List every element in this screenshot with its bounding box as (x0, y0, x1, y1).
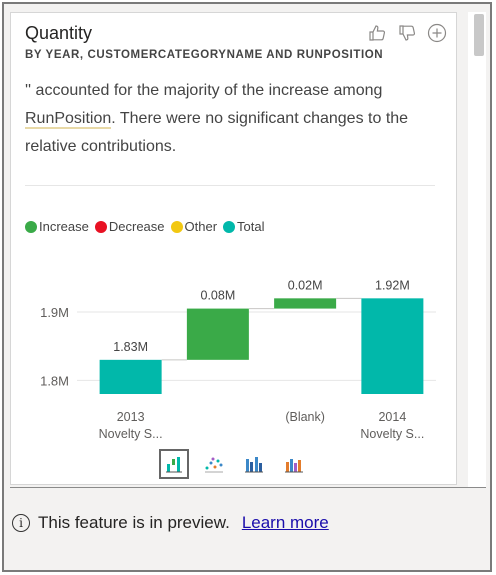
insight-text-field: RunPosition (25, 110, 112, 129)
chart-type-switcher (159, 449, 309, 479)
legend-item-decrease: Decrease (94, 219, 165, 234)
area-chart-icon[interactable] (279, 449, 309, 479)
legend-dot-other (170, 220, 183, 233)
waterfall-bar (274, 298, 337, 309)
info-icon: i (12, 514, 30, 532)
insight-text-part2: . There were no significant changes to t… (25, 110, 409, 155)
footer-divider (10, 487, 486, 488)
legend-item-total: Total (223, 219, 265, 234)
data-label: 0.02M (288, 278, 323, 292)
preview-message: This feature is in preview. (38, 513, 230, 532)
legend-dot-total (223, 220, 236, 233)
legend-label-decrease: Decrease (108, 219, 165, 234)
preview-footer: i This feature is in preview. Learn more (12, 513, 329, 533)
legend-dot-increase (25, 220, 37, 233)
card-subtitle: BY YEAR, CUSTOMERCATEGORYNAME AND RUNPOS… (25, 49, 384, 61)
scatter-chart-icon[interactable] (199, 449, 229, 479)
x-tick-label: Novelty S... (360, 427, 424, 441)
legend-label-other: Other (184, 219, 218, 234)
insight-text-part1: '' accounted for the majority of the inc… (25, 82, 383, 99)
scrollbar-track[interactable] (468, 12, 486, 487)
x-tick-label: 2014 (378, 410, 406, 424)
legend-item-increase: Increase (25, 219, 89, 234)
thumbs-up-icon[interactable] (366, 22, 388, 44)
waterfall-chart-icon[interactable] (159, 449, 189, 479)
x-tick-label: 2013 (117, 410, 145, 424)
waterfall-bar (186, 308, 249, 360)
data-label: 1.92M (375, 278, 410, 292)
plus-circle-icon[interactable] (426, 22, 448, 44)
legend-label-increase: Increase (39, 219, 89, 234)
waterfall-chart[interactable]: 1.8M 1.9M 1.83M 2013 Novelty S... 0.08M 0.02M (… (11, 251, 457, 441)
x-tick-label: (Blank) (285, 410, 325, 424)
x-tick-label: Novelty S... (99, 427, 163, 441)
chart-legend: Increase Decrease Other Total (25, 219, 265, 234)
data-label: 0.08M (201, 289, 236, 303)
column-chart-icon[interactable] (239, 449, 269, 479)
waterfall-bar (99, 359, 162, 394)
insight-text: '' accounted for the majority of the inc… (25, 77, 445, 161)
data-label: 1.83M (113, 340, 148, 354)
card-title: Quantity (25, 23, 93, 43)
y-tick-label: 1.8M (40, 373, 69, 388)
legend-dot-decrease (94, 220, 107, 233)
learn-more-link[interactable]: Learn more (241, 513, 329, 532)
insight-card: Quantity BY YEAR, CUSTOMERCATEGORYNAME A… (10, 12, 457, 485)
divider (25, 185, 435, 186)
card-actions (366, 22, 448, 44)
scrollbar-thumb[interactable] (474, 14, 484, 56)
y-tick-label: 1.9M (40, 305, 69, 320)
thumbs-down-icon[interactable] (396, 22, 418, 44)
waterfall-bar (361, 298, 424, 394)
legend-item-other: Other (170, 219, 218, 234)
legend-label-total: Total (237, 219, 265, 234)
